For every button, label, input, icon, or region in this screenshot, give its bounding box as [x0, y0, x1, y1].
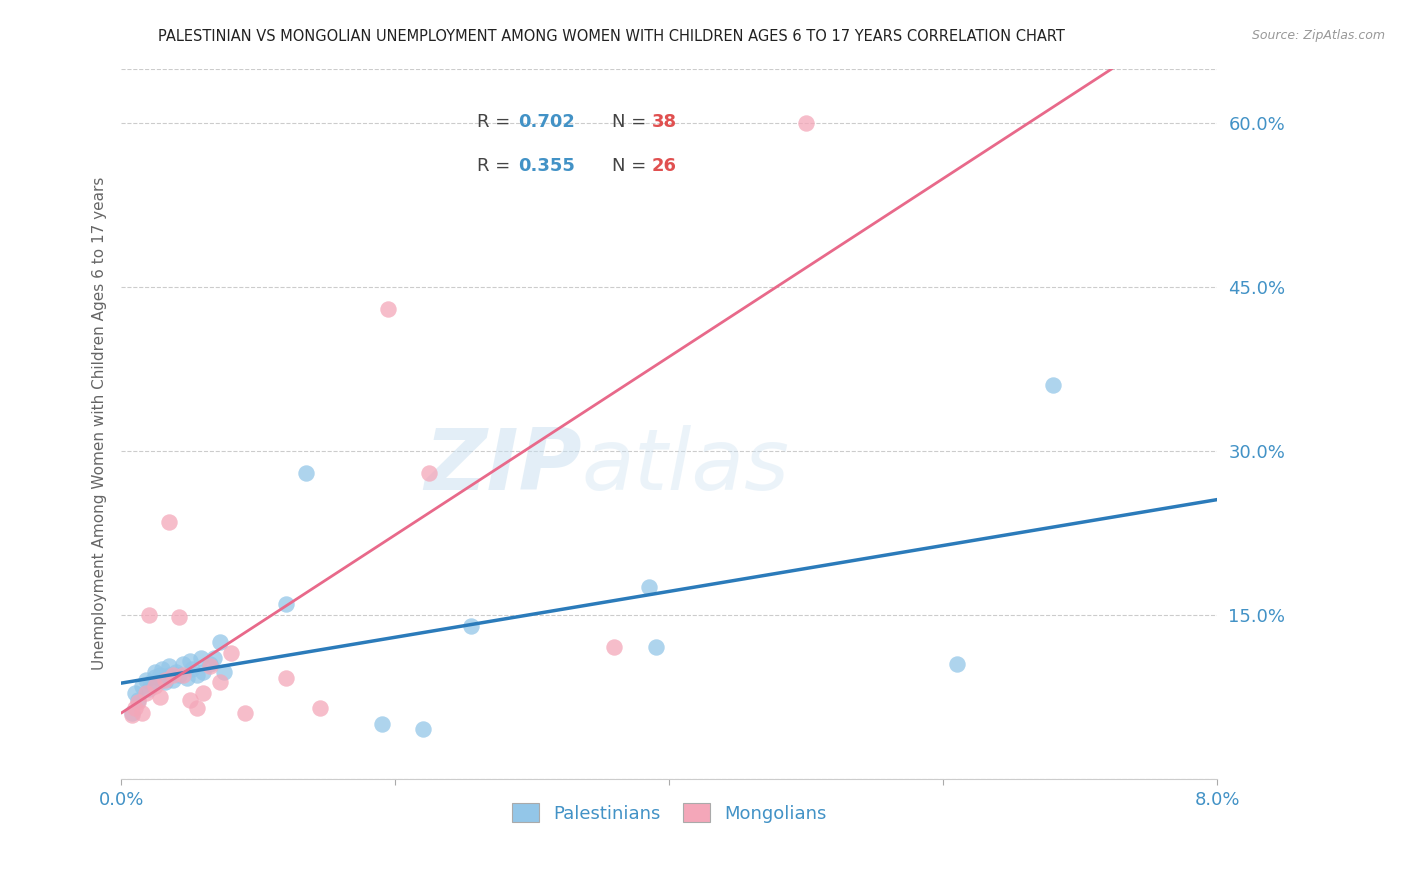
Text: R =: R =: [478, 157, 516, 175]
Point: [186, 668, 208, 682]
Point: [127, 693, 149, 707]
Point: [145, 665, 167, 679]
Point: [150, 662, 173, 676]
Point: [186, 700, 208, 714]
Point: [233, 706, 256, 720]
Point: [167, 668, 190, 682]
Point: [219, 646, 242, 660]
Text: 0.702: 0.702: [517, 113, 575, 131]
Point: [124, 686, 146, 700]
Point: [172, 657, 194, 671]
Point: [167, 610, 190, 624]
Point: [193, 665, 215, 679]
Point: [131, 706, 153, 720]
Point: [145, 679, 167, 693]
Point: [208, 675, 231, 690]
Point: [165, 665, 187, 679]
Point: [644, 640, 666, 655]
Point: [162, 668, 184, 682]
Point: [157, 515, 180, 529]
Text: 38: 38: [652, 113, 676, 131]
Point: [172, 668, 194, 682]
Point: [138, 607, 160, 622]
Point: [138, 681, 160, 696]
Text: Source: ZipAtlas.com: Source: ZipAtlas.com: [1251, 29, 1385, 43]
Point: [149, 690, 172, 704]
Point: [412, 723, 434, 737]
Point: [141, 675, 163, 690]
Point: [202, 651, 225, 665]
Point: [295, 466, 318, 480]
Text: N =: N =: [612, 157, 652, 175]
Point: [370, 717, 392, 731]
Text: R =: R =: [478, 113, 516, 131]
Point: [124, 700, 146, 714]
Point: [121, 708, 143, 723]
Text: PALESTINIAN VS MONGOLIAN UNEMPLOYMENT AMONG WOMEN WITH CHILDREN AGES 6 TO 17 YEA: PALESTINIAN VS MONGOLIAN UNEMPLOYMENT AM…: [157, 29, 1066, 45]
Point: [193, 686, 215, 700]
Text: 26: 26: [652, 157, 676, 175]
Point: [377, 301, 399, 316]
Text: ZIP: ZIP: [425, 425, 582, 508]
Text: 0.355: 0.355: [517, 157, 575, 175]
Point: [135, 686, 157, 700]
Point: [794, 116, 817, 130]
Point: [181, 662, 204, 676]
Point: [309, 700, 332, 714]
Point: [131, 679, 153, 693]
Point: [153, 673, 176, 688]
Legend: Palestinians, Mongolians: Palestinians, Mongolians: [505, 796, 834, 830]
Point: [176, 671, 198, 685]
Point: [208, 635, 231, 649]
Point: [157, 659, 180, 673]
Point: [460, 618, 482, 632]
Point: [149, 668, 172, 682]
Point: [212, 665, 235, 679]
Point: [179, 693, 201, 707]
Text: atlas: atlas: [582, 425, 790, 508]
Point: [946, 657, 969, 671]
Point: [603, 640, 626, 655]
Point: [145, 670, 167, 684]
Point: [200, 659, 222, 673]
Y-axis label: Unemployment Among Women with Children Ages 6 to 17 years: Unemployment Among Women with Children A…: [93, 177, 107, 670]
Point: [162, 673, 184, 688]
Point: [418, 466, 440, 480]
Point: [157, 668, 180, 682]
Point: [179, 654, 201, 668]
Point: [135, 673, 157, 688]
Point: [200, 657, 222, 671]
Point: [274, 597, 297, 611]
Point: [127, 695, 149, 709]
Point: [121, 706, 143, 720]
Point: [190, 651, 212, 665]
Point: [274, 671, 297, 685]
Point: [153, 675, 176, 690]
Point: [1042, 378, 1064, 392]
Point: [150, 673, 173, 688]
Point: [637, 581, 659, 595]
Text: N =: N =: [612, 113, 652, 131]
